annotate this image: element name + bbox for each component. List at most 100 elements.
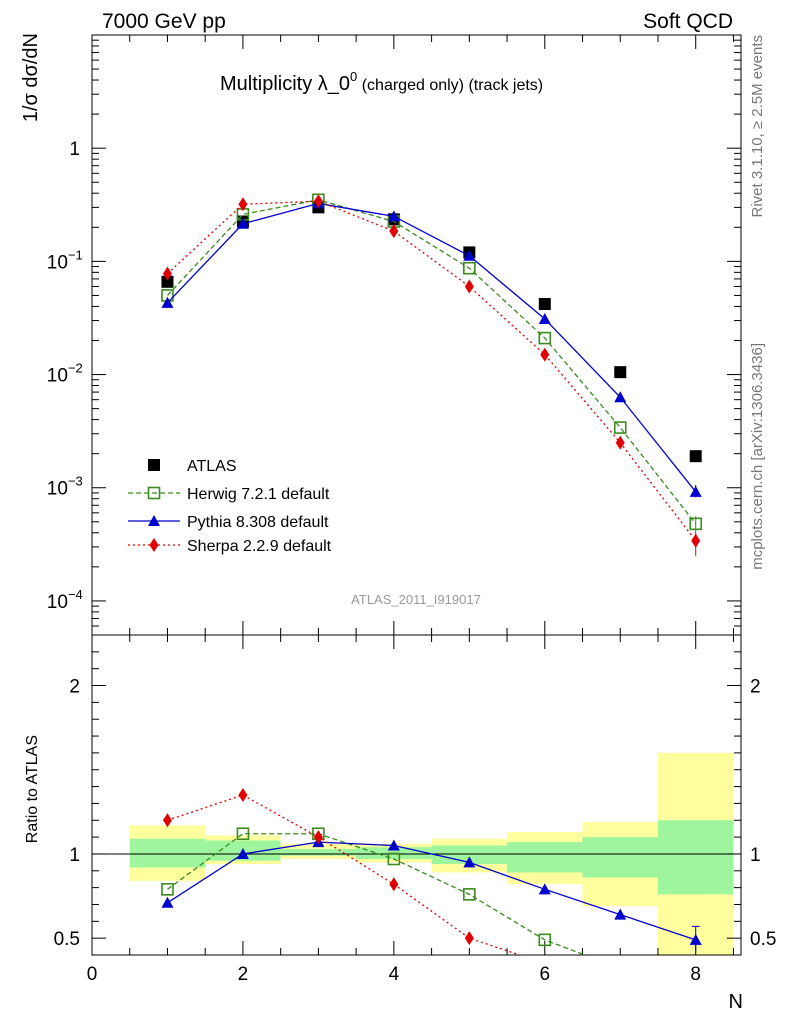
main-y-axis-label: 1/σ dσ/dN — [20, 33, 42, 122]
band-green — [280, 848, 357, 856]
ratio-point-0 — [463, 888, 476, 901]
ratio-y-tick-label: 0.5 — [54, 929, 80, 950]
data-point-1 — [613, 421, 627, 434]
y-tick-label-exp: −1 — [68, 247, 83, 262]
legend-marker-3 — [149, 538, 159, 552]
data-point-1 — [538, 331, 552, 345]
mcplots-label: mcplots.cern.ch [arXiv:1306.3436] — [749, 343, 766, 570]
series-line-2 — [166, 202, 697, 493]
ratio-point-2 — [616, 975, 625, 989]
y-tick-label-base: 10 — [47, 592, 68, 613]
x-axis-label: N — [729, 991, 743, 1013]
data-point-3 — [540, 347, 550, 362]
ratio-point-2 — [238, 788, 248, 802]
ratio-point-2 — [691, 985, 700, 999]
legend-marker-2 — [148, 515, 160, 526]
legend-label-sherpa: Sherpa 2.2.9 default — [187, 538, 332, 555]
y-tick-label: 10−1 — [47, 247, 83, 273]
band-green — [582, 837, 658, 878]
series-line-1 — [166, 199, 697, 525]
ratio-plot-series — [161, 788, 702, 999]
ratio-point-0 — [236, 827, 250, 841]
ratio-y-axis-label: Ratio to ATLAS — [24, 735, 41, 843]
y-tick-label-exp: −4 — [68, 587, 83, 602]
data-point-0 — [689, 450, 702, 463]
x-tick-label: 8 — [690, 964, 701, 985]
plot-title-sup: 0 — [350, 69, 357, 84]
band-green — [507, 842, 583, 873]
y-tick-label: 10−2 — [47, 361, 83, 387]
ratio-y-tick-label-right: 2 — [750, 677, 761, 698]
y-tick-label-base: 10 — [47, 366, 68, 387]
data-point-3 — [389, 224, 399, 239]
data-point-2 — [538, 312, 551, 324]
legend: ATLAS Herwig 7.2.1 default Pythia 8.308 … — [128, 458, 332, 555]
y-tick-label: 10−3 — [47, 474, 83, 500]
legend-label-pythia: Pythia 8.308 default — [187, 514, 329, 531]
ratio-point-2 — [313, 830, 323, 845]
data-point-3 — [615, 435, 625, 450]
data-point-3 — [464, 279, 474, 294]
ratio-point-2 — [389, 877, 399, 892]
band-green — [431, 845, 508, 865]
data-point-3 — [313, 194, 323, 209]
ratio-point-1 — [463, 856, 476, 868]
ratio-point-1 — [161, 896, 174, 908]
x-tick-label: 4 — [389, 964, 400, 985]
plot-title-main: Multiplicity λ_0 — [220, 73, 350, 95]
data-point-0 — [538, 298, 551, 311]
ratio-y-tick-label: 2 — [69, 677, 80, 698]
ratio-point-0 — [161, 883, 174, 896]
legend-marker-0 — [148, 459, 160, 471]
y-tick-label-exp: −2 — [68, 361, 83, 376]
data-point-2 — [463, 249, 476, 261]
data-point-3 — [162, 266, 172, 281]
data-point-2 — [614, 391, 627, 403]
ratio-point-0 — [538, 933, 552, 947]
data-point-2 — [161, 296, 174, 308]
header-energy-label: 7000 GeV pp — [102, 10, 226, 33]
y-tick-label: 10−4 — [47, 587, 83, 613]
data-point-3 — [238, 197, 248, 212]
ratio-point-2 — [162, 813, 172, 828]
x-tick-label: 6 — [540, 964, 551, 985]
ratio-plot-frame — [91, 634, 742, 956]
plot-title-rest: (charged only) (track jets) — [357, 77, 543, 94]
legend-marker-1 — [147, 486, 161, 500]
legend-label-herwig: Herwig 7.2.1 default — [187, 486, 330, 503]
ratio-point-0 — [387, 852, 401, 866]
y-tick-label-base: 10 — [47, 252, 68, 273]
rivet-version-label: Rivet 3.1.10, ≥ 2.5M events — [749, 35, 766, 218]
ratio-line-2 — [167, 794, 522, 955]
main-axis-ticks: 110−110−210−310−4 — [47, 34, 741, 636]
series-line-3 — [167, 200, 697, 542]
ratio-point-1 — [538, 883, 551, 895]
ratio-axis-ticks: 2 2 1 1 0.5 0.5 0 2 4 6 8 — [54, 634, 776, 985]
y-tick-label: 1 — [69, 139, 80, 160]
ratio-y-tick-label-right: 0.5 — [750, 929, 776, 950]
band-green — [129, 838, 206, 868]
ratio-line-1 — [167, 841, 696, 941]
ratio-uncertainty-bands — [92, 752, 741, 955]
ratio-point-0 — [615, 963, 626, 974]
x-tick-label: 2 — [238, 964, 249, 985]
data-point-0 — [614, 366, 627, 379]
plot-title: Multiplicity λ_00 (charged only) (track … — [220, 69, 543, 95]
ratio-point-1 — [236, 847, 249, 859]
legend-label-atlas: ATLAS — [187, 458, 237, 475]
header-category-label: Soft QCD — [643, 10, 733, 33]
data-point-1 — [463, 261, 476, 275]
x-tick-label: 0 — [87, 964, 98, 985]
ratio-line-0 — [167, 833, 587, 955]
y-tick-label-base: 10 — [47, 479, 68, 500]
data-point-0 — [161, 275, 174, 288]
data-point-2 — [387, 210, 400, 222]
ratio-point-2 — [464, 931, 474, 946]
y-tick-label-exp: −3 — [68, 474, 83, 489]
ratio-point-1 — [387, 839, 400, 851]
data-point-2 — [236, 217, 249, 229]
ratio-y-tick-label-right: 1 — [750, 845, 761, 866]
analysis-watermark: ATLAS_2011_I919017 — [351, 592, 481, 607]
band-green — [657, 820, 734, 895]
